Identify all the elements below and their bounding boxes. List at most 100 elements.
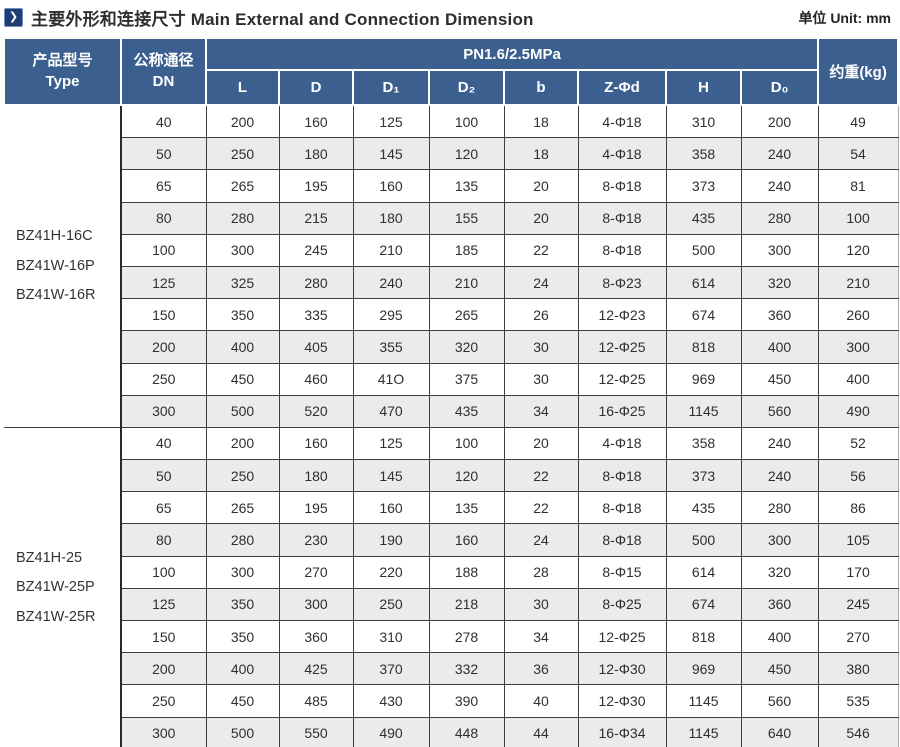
table-cell: 245 — [278, 233, 354, 267]
table-row: 300 500 520 470 435 34 16-Φ25 1145 560 490 — [4, 394, 899, 428]
table-cell: 400 — [205, 652, 280, 686]
table-cell: 12-Φ23 — [577, 298, 667, 332]
page-title: 主要外形和连接尺寸 Main External and Connection D… — [31, 10, 534, 29]
table-cell: 190 — [352, 523, 430, 557]
table-cell: 560 — [740, 684, 819, 718]
table-cell: 34 — [503, 619, 579, 654]
table-cell: 125 — [352, 104, 430, 139]
table-cell: 325 — [205, 265, 280, 300]
table-row: 50 250 180 145 120 18 4-Φ18 358 240 54 — [4, 137, 899, 171]
table-cell: 30 — [503, 587, 579, 622]
table-cell: 280 — [740, 491, 819, 525]
table-cell: 360 — [278, 619, 354, 654]
table-cell: 120 — [428, 459, 505, 493]
table-cell: 470 — [352, 394, 430, 428]
table-cell: 320 — [428, 330, 505, 364]
table-cell: 640 — [740, 716, 819, 747]
col-header-type: 产品型号 Type — [3, 37, 122, 106]
table-cell: 100 — [120, 555, 207, 589]
table-cell: 195 — [278, 491, 354, 525]
table-cell: 380 — [817, 652, 899, 686]
table-cell: 30 — [503, 362, 579, 396]
table-cell: 265 — [205, 491, 280, 525]
table-cell: 1145 — [665, 394, 742, 428]
table-cell: 350 — [205, 587, 280, 622]
table-cell: 30 — [503, 330, 579, 364]
col-header-dim-5: Z-Φd — [577, 69, 667, 106]
table-cell: 250 — [205, 137, 280, 171]
table-cell: 546 — [817, 716, 899, 747]
table-cell: 250 — [120, 684, 207, 718]
table-cell: 49 — [817, 104, 899, 139]
table-cell: 52 — [817, 426, 899, 461]
table-cell: 105 — [817, 523, 899, 557]
table-cell: 500 — [665, 523, 742, 557]
table-cell: 550 — [278, 716, 354, 747]
table-cell: 350 — [205, 298, 280, 332]
table-cell: 230 — [278, 523, 354, 557]
col-header-dim-3: D₂ — [428, 69, 505, 106]
col-header-dn-en: DN — [152, 72, 175, 90]
table-cell: 448 — [428, 716, 505, 747]
table-cell: 120 — [428, 137, 505, 171]
table-cell: 969 — [665, 362, 742, 396]
table-cell: 8-Φ18 — [577, 201, 667, 235]
table-cell: 220 — [352, 555, 430, 589]
table-cell: 8-Φ25 — [577, 587, 667, 622]
table-cell: 125 — [120, 265, 207, 300]
table-cell: 20 — [503, 169, 579, 203]
table-cell: 200 — [120, 330, 207, 364]
table-row: 65 265 195 160 135 20 8-Φ18 373 240 81 — [4, 169, 899, 203]
type-label: BZ41W-16R — [16, 287, 96, 304]
table-cell: 405 — [278, 330, 354, 364]
table-cell: 350 — [205, 619, 280, 654]
table-cell: 240 — [352, 265, 430, 300]
table-cell: 8-Φ18 — [577, 233, 667, 267]
table-cell: 355 — [352, 330, 430, 364]
table-cell: 18 — [503, 137, 579, 171]
table-cell: 265 — [205, 169, 280, 203]
table-cell: 200 — [205, 104, 280, 139]
table-row: 300 500 550 490 448 44 16-Φ34 1145 640 546 — [4, 716, 899, 747]
table-cell: 40 — [120, 426, 207, 461]
table-cell: 300 — [740, 233, 819, 267]
table-cell: 18 — [503, 104, 579, 139]
table-cell: 278 — [428, 619, 505, 654]
table-row: 250 450 460 41O 375 30 12-Φ25 969 450 400 — [4, 362, 899, 396]
type-label: BZ41W-25R — [16, 609, 96, 626]
table-cell: 16-Φ25 — [577, 394, 667, 428]
table-cell: 425 — [278, 652, 354, 686]
col-header-dn-zh: 公称通径 — [133, 52, 194, 70]
table-cell: 240 — [740, 426, 819, 461]
table-cell: 8-Φ18 — [577, 491, 667, 525]
table-cell: 40 — [503, 684, 579, 718]
table-cell: 100 — [817, 201, 899, 235]
table-cell: 22 — [503, 491, 579, 525]
table-row: 250 450 485 430 390 40 12-Φ30 1145 560 535 — [4, 684, 899, 718]
table-cell: 300 — [120, 716, 207, 747]
table-cell: 20 — [503, 201, 579, 235]
type-label: BZ41H-16C — [16, 227, 93, 244]
table-cell: 260 — [817, 298, 899, 332]
table-cell: 80 — [120, 201, 207, 235]
table-cell: 332 — [428, 652, 505, 686]
table-cell: 270 — [817, 619, 899, 654]
table-cell: 24 — [503, 523, 579, 557]
table-cell: 16-Φ34 — [577, 716, 667, 747]
table-row: 150 350 360 310 278 34 12-Φ25 818 400 270 — [4, 619, 899, 654]
table-cell: 674 — [665, 587, 742, 622]
table-row: 80 280 215 180 155 20 8-Φ18 435 280 100 — [4, 201, 899, 235]
table-row: 150 350 335 295 265 26 12-Φ23 674 360 260 — [4, 298, 899, 332]
table-cell: 210 — [428, 265, 505, 300]
table-cell: 155 — [428, 201, 505, 235]
table-cell: 300 — [120, 394, 207, 428]
type-cell: BZ41H-16C BZ41W-16P BZ41W-16R — [4, 104, 122, 428]
table-row: 100 300 245 210 185 22 8-Φ18 500 300 120 — [4, 233, 899, 267]
table-cell: 250 — [352, 587, 430, 622]
table-cell: 818 — [665, 330, 742, 364]
table-cell: 40 — [120, 104, 207, 139]
table-cell: 8-Φ15 — [577, 555, 667, 589]
table-cell: 195 — [278, 169, 354, 203]
table-cell: 100 — [428, 104, 505, 139]
